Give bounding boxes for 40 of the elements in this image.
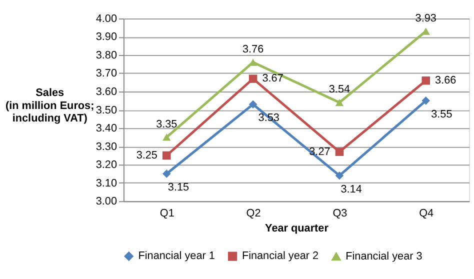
y-tick-label: 3.10: [96, 177, 118, 190]
data-label: 3.93: [415, 12, 436, 24]
data-label: 3.15: [168, 182, 190, 194]
point: [422, 76, 430, 85]
x-tick-label: Q3: [332, 207, 348, 220]
data-label: 3.54: [328, 84, 350, 96]
data-label: 3.35: [156, 118, 178, 130]
point: [335, 98, 344, 106]
y-tick-label: 3.30: [96, 140, 118, 153]
y-tick-label: 3.70: [96, 68, 118, 80]
y-tick-label: 3.80: [96, 49, 118, 62]
x-axis-title: Year quarter: [265, 222, 330, 234]
x-tick-label: Q2: [246, 207, 261, 220]
point: [162, 151, 171, 160]
point: [422, 96, 430, 105]
legend-label: Financial year 1: [138, 250, 215, 262]
legend-label: Financial year 2: [242, 250, 319, 262]
data-label: 3.76: [242, 43, 264, 56]
y-tick-label: 3.40: [96, 122, 118, 135]
legend-label: Financial year 3: [346, 250, 422, 262]
point: [162, 134, 171, 141]
y-tick-label: 3.50: [96, 104, 118, 116]
point: [335, 148, 344, 156]
point: [335, 171, 344, 180]
y-axis-title: Sales (in million Euros; including VAT): [6, 86, 94, 125]
data-label: 3.55: [431, 108, 452, 120]
point: [248, 74, 258, 83]
y-tick-label: 3.00: [96, 196, 118, 208]
data-label: 3.67: [262, 72, 284, 85]
y-tick-label: 3.60: [96, 86, 118, 98]
x-tick-label: Q4: [419, 207, 434, 220]
data-label: 3.66: [435, 74, 456, 87]
x-tick-label: Q1: [160, 207, 174, 220]
y-tick-label: 3.20: [96, 159, 118, 172]
point: [248, 100, 258, 108]
point: [162, 170, 171, 178]
data-label: 3.25: [136, 149, 158, 162]
y-tick-label: 4.00: [96, 12, 118, 25]
y-tick-label: 3.90: [96, 31, 118, 44]
data-label: 3.14: [340, 183, 362, 196]
